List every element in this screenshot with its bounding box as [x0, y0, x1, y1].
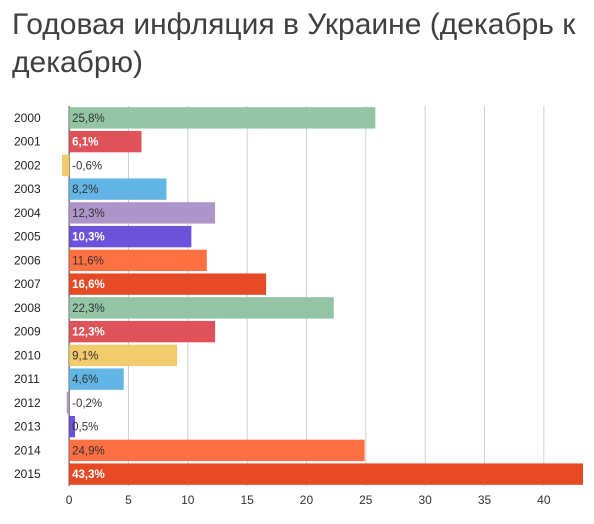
bar-2000 — [69, 107, 376, 129]
bars — [62, 107, 583, 485]
data-label: 10,3% — [72, 232, 105, 244]
x-tick-label: 35 — [478, 493, 492, 507]
bar-2014 — [69, 439, 365, 462]
data-label: 9,1% — [72, 350, 98, 362]
data-label: 8,2% — [72, 184, 98, 196]
category-label: 2007 — [14, 277, 41, 291]
category-label: 2001 — [14, 135, 41, 149]
data-label: 25,8% — [72, 113, 105, 125]
category-label: 2002 — [14, 158, 41, 172]
category-label: 2006 — [14, 253, 41, 267]
bar-2001 — [69, 130, 142, 153]
data-label: -0,2% — [72, 398, 102, 410]
category-label: 2003 — [14, 182, 41, 196]
bar-2012 — [66, 392, 70, 414]
data-label: 16,6% — [72, 279, 105, 291]
x-tick-label: 20 — [300, 493, 314, 507]
bar-2002 — [62, 154, 70, 177]
data-label: 6,1% — [72, 137, 98, 149]
category-label: 2009 — [14, 325, 41, 339]
data-label: 22,3% — [72, 303, 105, 315]
category-label: 2000 — [14, 111, 41, 125]
x-tick-label: 15 — [240, 493, 254, 507]
chart-title: Годовая инфляция в Украине (декабрь к де… — [12, 8, 576, 79]
bar-2011 — [69, 368, 124, 390]
category-label: 2013 — [14, 420, 41, 434]
x-tick-labels: 0 5 10 15 20 25 30 35 40 — [66, 493, 551, 507]
data-label: 43,3% — [72, 469, 105, 481]
category-label: 2015 — [14, 467, 41, 481]
category-label: 2011 — [14, 372, 40, 386]
data-label: 11,6% — [72, 255, 104, 267]
x-tick-label: 25 — [359, 493, 373, 507]
x-tick-label: 5 — [125, 493, 132, 507]
x-tick-label: 30 — [418, 493, 432, 507]
bar-2004 — [69, 202, 216, 224]
data-label: 12,3% — [72, 327, 105, 339]
gridlines — [68, 106, 545, 486]
x-tick-label: 10 — [181, 493, 195, 507]
category-label: 2012 — [14, 396, 41, 410]
x-tick-label: 0 — [66, 493, 73, 507]
x-tick-label: 40 — [537, 493, 551, 507]
data-label: 4,6% — [72, 374, 98, 386]
data-label: -0,6% — [72, 160, 102, 172]
bar-2006 — [69, 249, 207, 272]
bar-2003 — [69, 178, 167, 200]
data-label: 0,5% — [72, 422, 98, 434]
data-labels: 25,8% 6,1% -0,6% 8,2% 12,3% 10,3% 11,6% 16,6% 22… — [72, 113, 105, 481]
category-labels: 2000 2001 2002 2003 2004 2005 2006 2007 2008 2009… — [14, 111, 41, 481]
data-label: 24,9% — [72, 445, 105, 457]
data-label: 12,3% — [72, 208, 105, 220]
bar-2005 — [69, 225, 192, 248]
bar-2009 — [69, 320, 216, 343]
category-label: 2005 — [14, 230, 41, 244]
category-label: 2004 — [14, 206, 41, 220]
category-label: 2014 — [14, 443, 41, 457]
bar-2015 — [69, 463, 583, 485]
bar-2008 — [69, 297, 334, 319]
bar-2013 — [69, 415, 76, 438]
bar-2010 — [69, 344, 178, 367]
category-label: 2008 — [14, 301, 41, 315]
bar-2007 — [69, 273, 267, 295]
category-label: 2010 — [14, 348, 41, 362]
